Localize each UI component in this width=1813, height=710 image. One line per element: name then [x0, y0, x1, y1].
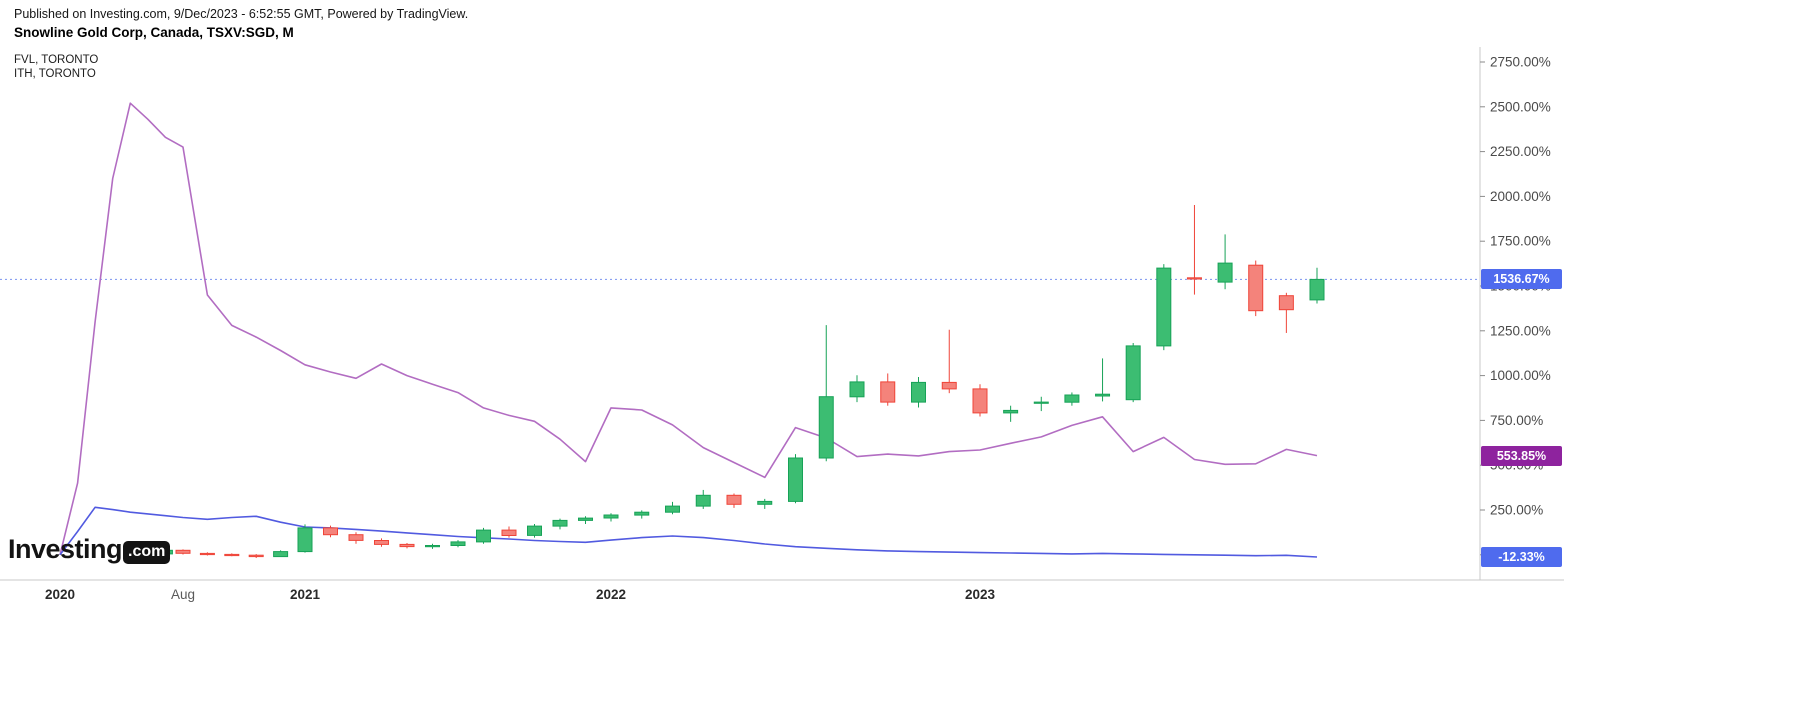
sgd-candles — [157, 205, 1325, 559]
price-axis: 2750.00% 2500.00% 2250.00% 2000.00% 1750.00%… — [1480, 55, 1551, 562]
ith-line-series — [59, 506, 1318, 558]
sgd-last-price-badge: 1536.67% — [1481, 269, 1562, 290]
axis-borders — [0, 47, 1564, 581]
investing-logo: Investing .com — [8, 534, 171, 565]
fvl-last-price-badge: 553.85% — [1481, 445, 1562, 466]
svg-text:2023: 2023 — [965, 587, 996, 602]
fvl-line-series — [59, 102, 1318, 555]
svg-text:2750.00%: 2750.00% — [1490, 55, 1551, 70]
svg-text:2500.00%: 2500.00% — [1490, 99, 1551, 114]
svg-text:2000.00%: 2000.00% — [1490, 189, 1551, 204]
published-info-line: Published on Investing.com, 9/Dec/2023 -… — [14, 7, 469, 21]
compare-legend: FVL, TORONTO ITH, TORONTO — [14, 54, 98, 81]
svg-text:250.00%: 250.00% — [1490, 503, 1543, 518]
legend-item-fvl: FVL, TORONTO — [14, 54, 99, 66]
svg-text:2250.00%: 2250.00% — [1490, 144, 1551, 159]
investing-logo-text: Investing — [8, 534, 123, 564]
svg-text:2021: 2021 — [290, 587, 321, 602]
legend-item-ith: ITH, TORONTO — [14, 67, 96, 80]
instrument-title: Snowline Gold Corp, Canada, TSXV:SGD, M — [14, 25, 294, 40]
ith-last-price-badge: -12.33% — [1481, 547, 1562, 567]
svg-text:1000.00%: 1000.00% — [1490, 368, 1551, 383]
investing-logo-com-badge: .com — [123, 541, 171, 564]
time-axis: 2020 Aug 2021 2022 2023 — [45, 587, 996, 602]
svg-text:2020: 2020 — [45, 587, 75, 602]
svg-text:Aug: Aug — [171, 587, 195, 602]
svg-text:750.00%: 750.00% — [1490, 413, 1543, 428]
svg-text:1250.00%: 1250.00% — [1490, 323, 1551, 338]
svg-text:2022: 2022 — [596, 587, 626, 602]
svg-text:1750.00%: 1750.00% — [1490, 234, 1551, 249]
